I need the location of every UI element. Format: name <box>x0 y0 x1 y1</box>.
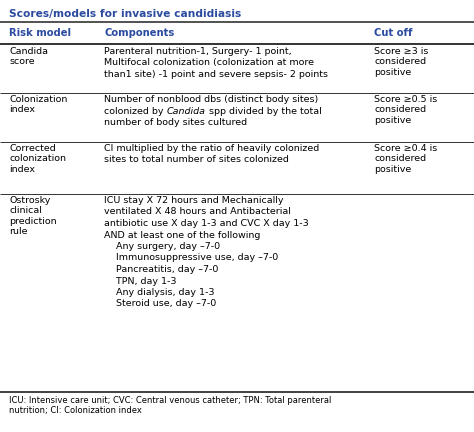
Text: ICU: Intensive care unit; CVC: Central venous catheter; TPN: Total parenteral
nu: ICU: Intensive care unit; CVC: Central v… <box>9 396 332 416</box>
Text: Number of nonblood dbs (distinct body sites): Number of nonblood dbs (distinct body si… <box>104 95 319 104</box>
Text: Any surgery, day –7-0: Any surgery, day –7-0 <box>104 242 220 251</box>
Text: Colonization
index: Colonization index <box>9 95 68 114</box>
Text: Ostrosky
clinical
prediction
rule: Ostrosky clinical prediction rule <box>9 196 57 236</box>
Text: Risk model: Risk model <box>9 28 72 38</box>
Text: Any dialysis, day 1-3: Any dialysis, day 1-3 <box>104 288 215 297</box>
Text: Candida
score: Candida score <box>9 47 48 67</box>
Text: TPN, day 1-3: TPN, day 1-3 <box>104 276 177 286</box>
Text: Cut off: Cut off <box>374 28 413 38</box>
Text: Pancreatitis, day –7-0: Pancreatitis, day –7-0 <box>104 265 219 274</box>
Text: Score ≥3 is
considered
positive: Score ≥3 is considered positive <box>374 47 429 77</box>
Text: colonized by: colonized by <box>104 107 167 115</box>
Text: antibiotic use X day 1-3 and CVC X day 1-3: antibiotic use X day 1-3 and CVC X day 1… <box>104 219 309 228</box>
Text: ICU stay X 72 hours and Mechanically: ICU stay X 72 hours and Mechanically <box>104 196 284 205</box>
Text: sites to total number of sites colonized: sites to total number of sites colonized <box>104 156 289 165</box>
Text: Parenteral nutrition-1, Surgery- 1 point,: Parenteral nutrition-1, Surgery- 1 point… <box>104 47 292 56</box>
Text: Multifocal colonization (colonization at more: Multifocal colonization (colonization at… <box>104 58 314 67</box>
Text: Score ≥0.4 is
considered
positive: Score ≥0.4 is considered positive <box>374 144 438 174</box>
Text: Candida: Candida <box>167 107 206 115</box>
Text: Immunosuppressive use, day –7-0: Immunosuppressive use, day –7-0 <box>104 254 279 263</box>
Text: than1 site) -1 point and severe sepsis- 2 points: than1 site) -1 point and severe sepsis- … <box>104 70 328 79</box>
Text: Scores/models for invasive candidiasis: Scores/models for invasive candidiasis <box>9 9 242 19</box>
Text: ventilated X 48 hours and Antibacterial: ventilated X 48 hours and Antibacterial <box>104 207 291 216</box>
Text: CI multiplied by the ratio of heavily colonized: CI multiplied by the ratio of heavily co… <box>104 144 319 153</box>
Text: Corrected
colonization
index: Corrected colonization index <box>9 144 66 174</box>
Text: Components: Components <box>104 28 174 38</box>
Text: number of body sites cultured: number of body sites cultured <box>104 118 247 127</box>
Text: Steroid use, day –7-0: Steroid use, day –7-0 <box>104 299 217 308</box>
Text: Score ≥0.5 is
considered
positive: Score ≥0.5 is considered positive <box>374 95 438 125</box>
Text: AND at least one of the following: AND at least one of the following <box>104 231 261 239</box>
Text: spp divided by the total: spp divided by the total <box>206 107 321 115</box>
